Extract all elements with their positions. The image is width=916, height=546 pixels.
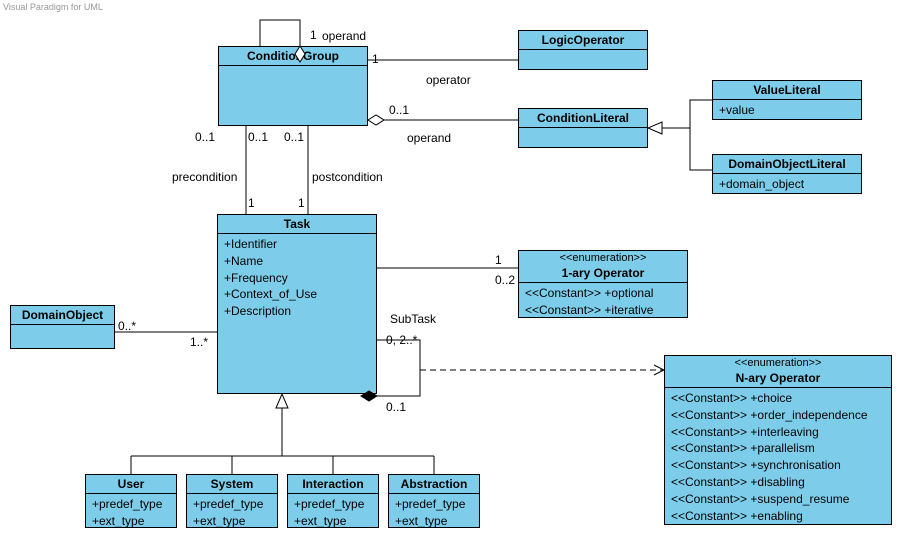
class-attrs: +domain_object [713,174,861,195]
class-attrs: <<Constant>> +optional <<Constant>> +ite… [519,283,687,321]
class-interaction: Interaction +predef_type +ext_type [287,474,379,528]
label-postcondition: postcondition [312,170,383,184]
class-title: Interaction [288,475,378,494]
class-title: N-ary Operator [665,369,891,388]
class-title: LogicOperator [519,31,647,50]
label-subtask: SubTask [390,312,436,326]
class-stereotype: <<enumeration>> [665,356,891,369]
class-attrs: <<Constant>> +choice <<Constant>> +order… [665,388,891,526]
class-domain-object-literal: DomainObjectLiteral +domain_object [712,154,862,194]
class-attrs: +predef_type +ext_type [86,494,176,532]
mult: 1 [248,196,255,210]
class-stereotype: <<enumeration>> [519,251,687,264]
class-title: Abstraction [389,475,479,494]
mult: 1 [298,196,305,210]
class-user: User +predef_type +ext_type [85,474,177,528]
class-attrs: +predef_type +ext_type [389,494,479,532]
class-condition-group: ConditionGroup [218,46,368,126]
class-attrs: +value [713,100,861,121]
mult: 0..1 [284,130,304,144]
label-operand: operand [407,131,451,145]
class-nary-operator: <<enumeration>> N-ary Operator <<Constan… [664,355,892,525]
class-attrs: +Identifier +Name +Frequency +Context_of… [218,234,376,322]
mult: 1 [310,28,317,42]
class-title: 1-ary Operator [519,264,687,283]
class-title: DomainObject [11,306,114,325]
class-condition-literal: ConditionLiteral [518,108,648,148]
mult: 1..* [190,335,208,349]
class-title: ConditionLiteral [519,109,647,128]
mult: 0..1 [386,400,406,414]
mult: 0, 2..* [386,333,417,347]
mult: 0..2 [495,273,515,287]
mult: 0..* [118,319,136,333]
class-system: System +predef_type +ext_type [186,474,278,528]
class-attrs: +predef_type +ext_type [187,494,277,532]
class-title: User [86,475,176,494]
class-title: System [187,475,277,494]
mult: 1 [372,52,379,66]
label-operator: operator [426,73,471,87]
class-attrs: +predef_type +ext_type [288,494,378,532]
class-title: Task [218,215,376,234]
mult: 0..1 [389,103,409,117]
mult: 1 [495,253,502,267]
class-abstraction: Abstraction +predef_type +ext_type [388,474,480,528]
class-task: Task +Identifier +Name +Frequency +Conte… [217,214,377,394]
mult: 0..1 [195,130,215,144]
class-title: ValueLiteral [713,81,861,100]
class-title: DomainObjectLiteral [713,155,861,174]
class-title: ConditionGroup [219,47,367,66]
class-domain-object: DomainObject [10,305,115,349]
class-value-literal: ValueLiteral +value [712,80,862,120]
mult: 0..1 [248,130,268,144]
label-precondition: precondition [172,170,237,184]
class-unary-operator: <<enumeration>> 1-ary Operator <<Constan… [518,250,688,318]
watermark: Visual Paradigm for UML [3,2,103,12]
label-operand: operand [322,29,366,43]
class-logic-operator: LogicOperator [518,30,648,70]
